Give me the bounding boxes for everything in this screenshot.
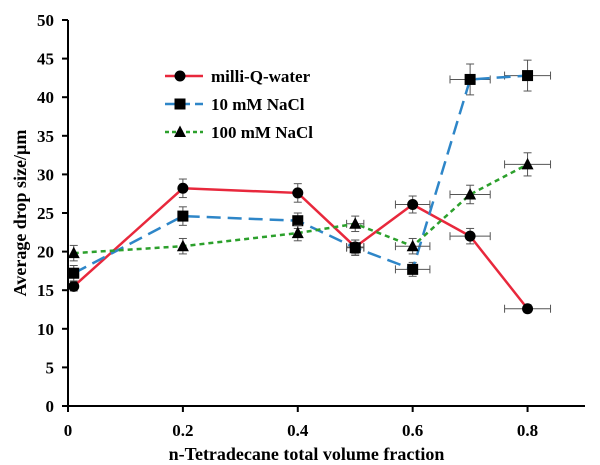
y-tick-label: 30: [37, 165, 54, 184]
data-point: [407, 199, 419, 211]
legend-label: 100 mM NaCl: [211, 123, 313, 142]
legend-item: milli-Q-water: [165, 67, 311, 86]
legend: milli-Q-water 10 mM NaCl 100 mM NaCl: [165, 67, 313, 142]
plot-area: 0 0.2 0.4 0.6 0.8 0 5 10 15 20 25 30 35 40 45 50: [37, 11, 585, 440]
data-point: [68, 280, 80, 292]
series-line: [73, 163, 529, 255]
x-tick-label: 0.6: [402, 421, 423, 440]
series-2: [68, 59, 552, 282]
data-point: [291, 226, 304, 239]
legend-item: 100 mM NaCl: [165, 123, 313, 142]
y-tick-label: 50: [37, 11, 54, 30]
y-tick-label: 25: [37, 204, 54, 223]
data-point: [464, 230, 476, 242]
series-line: [72, 187, 529, 310]
y-tick-label: 45: [37, 50, 54, 69]
series-1: [68, 178, 552, 315]
legend-label: milli-Q-water: [211, 67, 311, 86]
data-point: [292, 215, 304, 227]
x-axis-title: n-Tetradecane total volume fraction: [169, 444, 445, 464]
x-tick-label: 0.8: [517, 421, 538, 440]
data-point: [407, 263, 419, 275]
y-ticks: 0 5 10 15 20 25 30 35 40 45 50: [37, 11, 68, 416]
data-point: [349, 217, 362, 229]
x-tick-label: 0.2: [172, 421, 193, 440]
data-point: [177, 210, 189, 222]
y-tick-label: 15: [37, 281, 54, 300]
data-point: [522, 303, 534, 315]
data-point: [68, 267, 80, 279]
data-point: [522, 70, 534, 82]
x-tick-label: 0.4: [287, 421, 309, 440]
y-tick-label: 5: [46, 358, 55, 377]
data-point: [464, 187, 477, 200]
legend-marker: [174, 98, 186, 110]
data-point: [292, 187, 304, 199]
data-point: [521, 157, 534, 170]
legend-marker: [174, 70, 186, 82]
series-layer: [67, 59, 552, 315]
legend-marker: [174, 125, 186, 137]
data-point: [67, 246, 80, 259]
data-point: [406, 239, 419, 252]
legend-item: 10 mM NaCl: [165, 95, 305, 114]
x-tick-label: 0: [64, 421, 73, 440]
y-tick-label: 20: [37, 243, 54, 262]
x-ticks: 0 0.2 0.4 0.6 0.8: [64, 406, 538, 440]
data-point: [176, 239, 189, 252]
series-3: [67, 152, 552, 262]
y-tick-label: 40: [37, 88, 54, 107]
legend-label: 10 mM NaCl: [211, 95, 305, 114]
data-point: [349, 242, 361, 254]
y-axis-title: Average drop size/µm: [10, 130, 30, 297]
y-tick-label: 35: [37, 127, 54, 146]
data-point: [464, 73, 476, 85]
y-tick-label: 0: [46, 397, 55, 416]
data-point: [177, 182, 189, 194]
y-tick-label: 10: [37, 320, 54, 339]
